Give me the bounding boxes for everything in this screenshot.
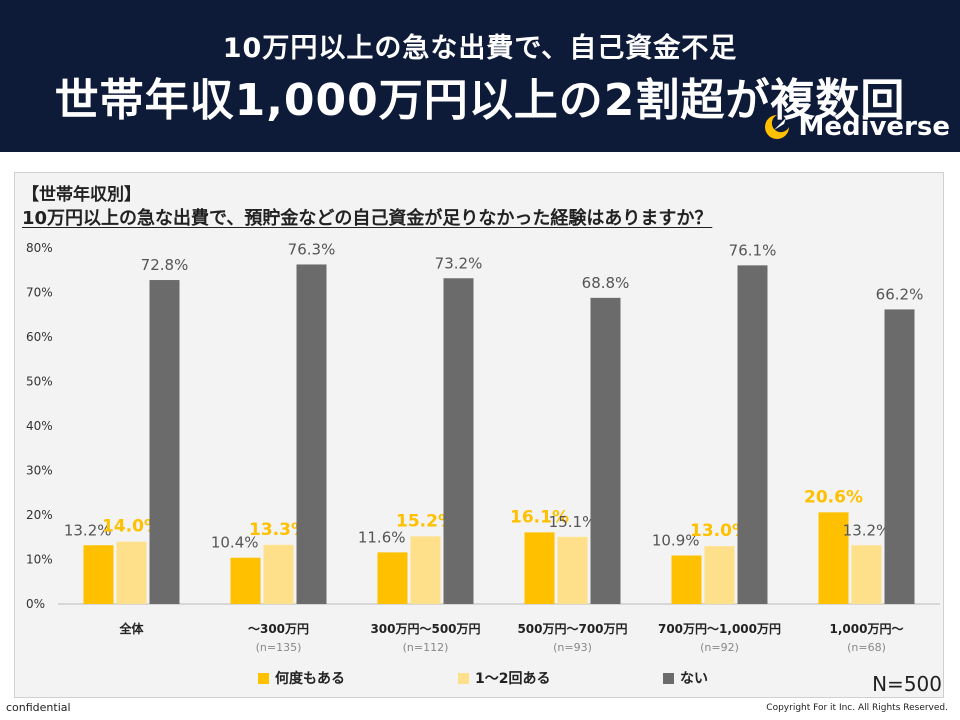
bar-none xyxy=(149,280,180,604)
bar-multiple xyxy=(818,512,849,604)
data-label-none: 66.2% xyxy=(876,285,924,303)
y-tick-label: 60% xyxy=(26,330,53,344)
category-label: 300万円～500万円 xyxy=(370,622,480,636)
legend-item-multiple: 何度もある xyxy=(258,668,345,688)
brand-logo: Mediverse xyxy=(762,112,950,142)
data-label-multiple: 20.6% xyxy=(804,487,863,507)
bar-multiple xyxy=(230,557,261,604)
category-n-label: (n=92) xyxy=(700,641,739,654)
legend-item-none: ない xyxy=(663,668,708,688)
sample-size: N=500 xyxy=(872,672,942,696)
y-tick-label: 0% xyxy=(26,597,45,611)
bar-none xyxy=(443,278,474,604)
data-label-multiple: 10.4% xyxy=(211,534,259,552)
data-label-multiple: 11.6% xyxy=(358,528,406,546)
data-label-once-twice: 13.0% xyxy=(690,521,749,541)
legend-swatch-once-twice xyxy=(458,672,469,684)
rocket-moon-icon xyxy=(765,115,790,139)
legend-swatch-multiple xyxy=(258,672,269,684)
bar-multiple xyxy=(83,545,114,604)
category-n-label: (n=68) xyxy=(847,641,886,654)
brand-name: Mediverse xyxy=(798,112,950,142)
bar-once-twice xyxy=(410,536,441,604)
data-label-none: 68.8% xyxy=(582,274,630,292)
bar-none xyxy=(590,297,621,604)
bar-once-twice xyxy=(263,544,294,604)
y-tick-label: 20% xyxy=(26,508,53,522)
category-label: 全体 xyxy=(118,621,144,636)
footer-copyright: Copyright For it Inc. All Rights Reserve… xyxy=(766,703,948,713)
bar-none xyxy=(296,264,327,604)
data-label-none: 73.2% xyxy=(435,254,483,272)
data-label-once-twice: 13.2% xyxy=(843,521,891,539)
bar-once-twice xyxy=(116,541,147,604)
y-tick-label: 80% xyxy=(26,241,53,255)
legend-label-once-twice: 1～2回ある xyxy=(475,671,551,687)
bar-multiple xyxy=(524,532,555,604)
chart-subtitle-group: 【世帯年収別】 xyxy=(22,185,141,205)
header-banner: 10万円以上の急な出費で、自己資金不足 世帯年収1,000万円以上の2割超が複数… xyxy=(0,0,960,152)
bar-once-twice xyxy=(557,536,588,604)
bar-multiple xyxy=(671,555,702,604)
legend-label-none: ない xyxy=(680,671,708,687)
bar-none xyxy=(884,309,915,604)
header-title-line1: 10万円以上の急な出費で、自己資金不足 xyxy=(222,33,738,64)
data-label-once-twice: 13.3% xyxy=(249,520,308,540)
data-label-once-twice: 14.0% xyxy=(102,517,161,537)
data-label-multiple: 16.1% xyxy=(510,507,569,527)
footer-confidential: confidential xyxy=(6,701,71,714)
category-n-label: (n=93) xyxy=(553,641,592,654)
y-tick-label: 70% xyxy=(26,286,53,300)
data-label-multiple: 13.2% xyxy=(64,521,112,539)
legend-item-once-twice: 1～2回ある xyxy=(458,668,550,688)
data-label-once-twice: 15.2% xyxy=(396,511,455,531)
data-label-once-twice: 15.1% xyxy=(549,513,597,531)
bar-once-twice xyxy=(704,546,735,604)
data-label-none: 76.3% xyxy=(288,240,336,258)
category-label: 700万円～1,000万円 xyxy=(658,622,781,636)
data-label-multiple: 10.9% xyxy=(652,531,700,549)
chart-question: 10万円以上の急な出費で、預貯金などの自己資金が足りなかった経験はありますか？ xyxy=(22,208,713,229)
category-label: ～300万円 xyxy=(248,622,309,636)
header-title-line2: 世帯年収1,000万円以上の2割超が複数回 xyxy=(54,75,906,126)
data-label-none: 72.8% xyxy=(141,256,189,274)
y-tick-label: 40% xyxy=(26,419,53,433)
y-tick-label: 10% xyxy=(26,553,53,567)
data-label-none: 76.1% xyxy=(729,241,777,259)
legend-label-multiple: 何度もある xyxy=(275,671,345,687)
category-label: 1,000万円～ xyxy=(830,622,904,636)
legend-swatch-none xyxy=(663,672,674,684)
category-n-label: (n=112) xyxy=(403,641,449,654)
bar-multiple xyxy=(377,552,408,604)
category-n-label: (n=135) xyxy=(256,641,302,654)
bar-once-twice xyxy=(851,545,882,604)
bar-none xyxy=(737,265,768,604)
y-tick-label: 30% xyxy=(26,464,53,478)
category-label: 500万円～700万円 xyxy=(517,622,627,636)
y-tick-label: 50% xyxy=(26,375,53,389)
